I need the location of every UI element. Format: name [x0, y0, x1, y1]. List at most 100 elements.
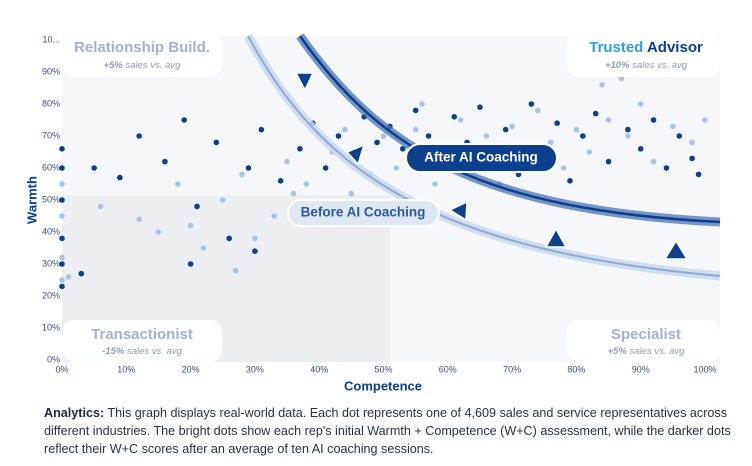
dot — [187, 222, 194, 229]
dot — [535, 107, 541, 114]
dot — [483, 133, 490, 139]
dot — [399, 146, 406, 152]
dot — [547, 139, 554, 146]
quadrant-note-text: sales vs. avg — [127, 346, 183, 357]
dot — [284, 158, 290, 165]
dot — [380, 133, 387, 139]
dot — [592, 110, 599, 117]
dot — [599, 82, 605, 88]
dot — [136, 133, 142, 139]
dot — [91, 165, 97, 171]
dot — [650, 117, 657, 123]
dot — [412, 126, 419, 133]
quadrant-note: +10% sales vs. avg — [605, 60, 688, 71]
dot — [457, 117, 464, 123]
dot — [271, 213, 277, 219]
dot — [200, 245, 207, 251]
dot — [59, 197, 65, 203]
before-label: Before AI Coaching — [301, 205, 426, 220]
x-tick-label: 80% — [567, 364, 585, 374]
dot — [97, 203, 104, 210]
dot — [59, 146, 65, 152]
dot — [625, 126, 631, 133]
dot — [290, 190, 297, 197]
x-tick-label: 70% — [503, 364, 521, 374]
dot — [59, 181, 65, 187]
dot — [252, 235, 258, 242]
dot — [174, 181, 181, 187]
dot — [605, 158, 612, 165]
dot — [342, 126, 348, 133]
dot — [580, 133, 586, 139]
dot — [155, 229, 162, 235]
quadrant-note: -15% sales vs. avg — [102, 346, 182, 357]
dot — [162, 158, 168, 165]
dot — [432, 181, 438, 187]
y-tick-label: 20% — [42, 290, 60, 300]
dot — [59, 261, 65, 267]
dot — [695, 171, 702, 178]
dot — [605, 117, 612, 123]
quadrant-box — [567, 33, 720, 77]
dot — [663, 165, 670, 171]
x-axis-title: Competence — [344, 378, 422, 393]
dot — [637, 101, 644, 107]
x-tick-label: 60% — [439, 364, 457, 374]
x-tick-label: 20% — [182, 364, 200, 374]
dot — [187, 261, 194, 267]
dot — [232, 267, 239, 274]
dot — [625, 133, 631, 139]
caption: Analytics: This graph displays real-worl… — [44, 404, 744, 458]
dot — [297, 146, 303, 152]
dot — [509, 123, 515, 130]
caption-text: This graph displays real-world data. Eac… — [44, 406, 731, 456]
quadrant-change: +5% — [104, 60, 124, 71]
before-pill — [287, 199, 440, 227]
dot — [78, 270, 85, 277]
dot — [425, 133, 432, 139]
quadrant-change: +5% — [608, 346, 628, 357]
quadrant-change: +10% — [605, 60, 630, 71]
dot — [136, 216, 142, 222]
quadrant-title-a: Trusted — [589, 39, 643, 56]
dot — [59, 165, 65, 171]
dot — [650, 158, 657, 165]
dot — [226, 235, 232, 242]
y-tick-label: 40% — [42, 226, 60, 236]
x-tick-label: 0% — [55, 364, 68, 374]
arrow — [294, 72, 315, 92]
quadrant-box — [62, 320, 222, 362]
dot — [676, 133, 683, 139]
dot — [303, 181, 310, 187]
dot — [374, 139, 380, 146]
x-tick-label: 50% — [374, 364, 392, 374]
dot — [245, 165, 252, 171]
dot — [670, 123, 676, 130]
dot — [573, 126, 580, 133]
dot — [335, 133, 342, 139]
arrow — [448, 200, 468, 222]
dot — [554, 120, 560, 126]
quadrant-title: Trusted Advisor — [589, 39, 703, 56]
y-tick-label: 60% — [42, 162, 60, 172]
dot — [477, 104, 483, 110]
x-tick-label: 10% — [117, 364, 135, 374]
quadrant-title: Transactionist — [91, 326, 193, 343]
dot — [239, 171, 245, 178]
dot — [277, 178, 284, 184]
x-tick-label: 90% — [632, 364, 650, 374]
quadrant-title-b: Advisor — [647, 39, 703, 56]
arrow — [544, 227, 568, 248]
arrow — [345, 143, 366, 166]
y-tick-label: 50% — [42, 194, 60, 204]
y-tick-label: 10% — [42, 322, 60, 332]
y-tick-label: 80% — [42, 98, 60, 108]
dot — [322, 165, 329, 171]
quadrant-title: Specialist — [611, 326, 681, 343]
dot — [258, 126, 265, 133]
dot — [567, 178, 573, 184]
dot — [348, 190, 355, 197]
dot — [451, 114, 458, 120]
chart: After AI Coaching Before AI Coaching Rel… — [24, 33, 721, 393]
